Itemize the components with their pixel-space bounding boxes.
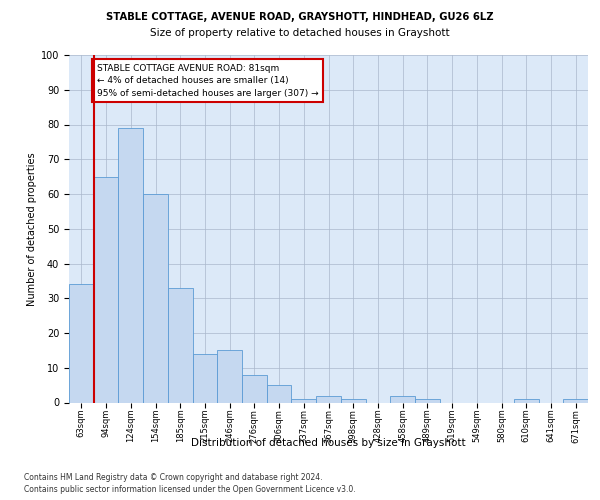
Text: Contains public sector information licensed under the Open Government Licence v3: Contains public sector information licen… — [24, 485, 356, 494]
Bar — [316, 396, 341, 402]
Bar — [217, 350, 242, 403]
Text: STABLE COTTAGE AVENUE ROAD: 81sqm
← 4% of detached houses are smaller (14)
95% o: STABLE COTTAGE AVENUE ROAD: 81sqm ← 4% o… — [97, 64, 319, 98]
Bar — [118, 128, 143, 402]
Y-axis label: Number of detached properties: Number of detached properties — [27, 152, 37, 306]
Bar — [514, 399, 539, 402]
Text: Size of property relative to detached houses in Grayshott: Size of property relative to detached ho… — [150, 28, 450, 38]
Bar — [267, 385, 292, 402]
Bar — [69, 284, 94, 403]
Text: STABLE COTTAGE, AVENUE ROAD, GRAYSHOTT, HINDHEAD, GU26 6LZ: STABLE COTTAGE, AVENUE ROAD, GRAYSHOTT, … — [106, 12, 494, 22]
Text: Distribution of detached houses by size in Grayshott: Distribution of detached houses by size … — [191, 438, 466, 448]
Bar — [415, 399, 440, 402]
Bar — [193, 354, 217, 403]
Text: Contains HM Land Registry data © Crown copyright and database right 2024.: Contains HM Land Registry data © Crown c… — [24, 472, 323, 482]
Bar — [341, 399, 365, 402]
Bar — [563, 399, 588, 402]
Bar — [292, 399, 316, 402]
Bar — [143, 194, 168, 402]
Bar — [242, 374, 267, 402]
Bar — [390, 396, 415, 402]
Bar — [168, 288, 193, 403]
Bar — [94, 176, 118, 402]
